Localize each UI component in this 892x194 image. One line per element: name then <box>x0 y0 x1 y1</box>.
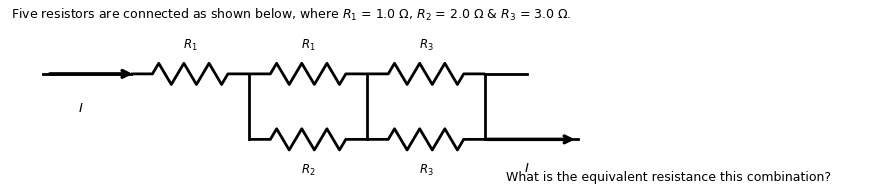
Text: $R_1$: $R_1$ <box>183 38 197 53</box>
Text: $R_2$: $R_2$ <box>301 163 316 178</box>
Text: $I$: $I$ <box>524 163 530 176</box>
Text: $I$: $I$ <box>78 102 84 115</box>
Text: Five resistors are connected as shown below, where $R_1$ = 1.0 Ω, $R_2$ = 2.0 Ω : Five resistors are connected as shown be… <box>11 6 572 23</box>
Text: $R_3$: $R_3$ <box>418 163 434 178</box>
Text: $R_3$: $R_3$ <box>418 38 434 53</box>
Text: $R_1$: $R_1$ <box>301 38 316 53</box>
Text: What is the equivalent resistance this combination?: What is the equivalent resistance this c… <box>506 171 831 184</box>
